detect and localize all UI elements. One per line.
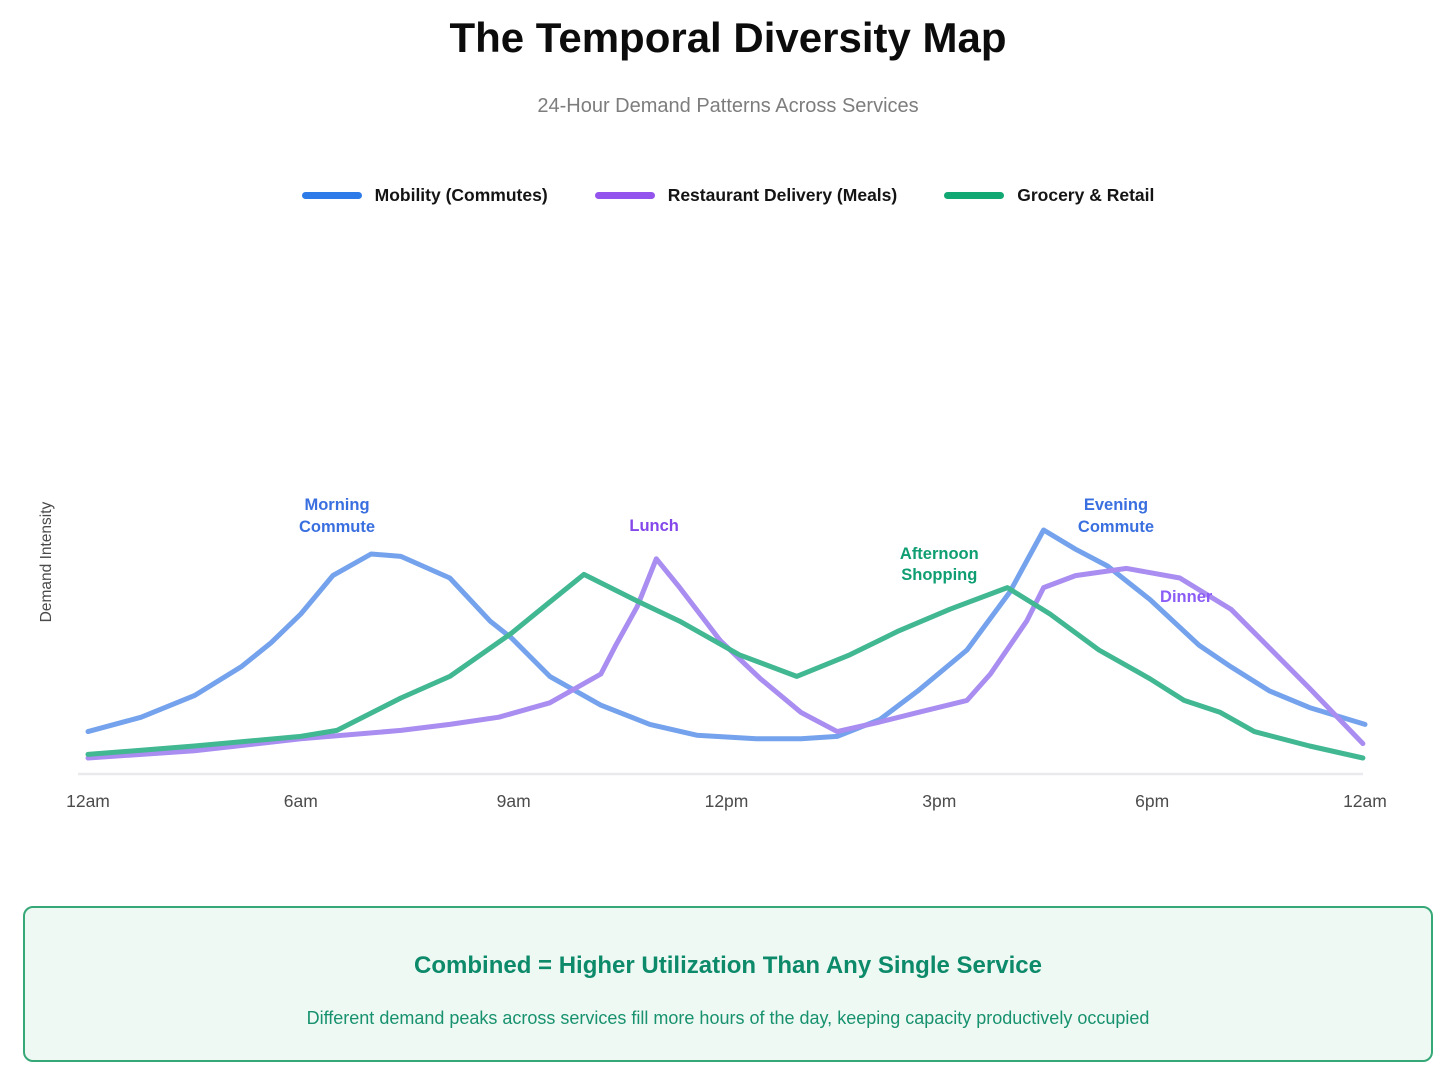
callout-box: Combined = Higher Utilization Than Any S… [23,906,1433,1062]
x-tick-label: 6pm [1135,791,1170,811]
legend-label: Grocery & Retail [1017,185,1155,205]
page-subtitle: 24-Hour Demand Patterns Across Services [537,95,919,117]
callout-title: Combined = Higher Utilization Than Any S… [414,952,1042,979]
legend-swatch-grocery-icon [944,192,1005,199]
x-tick-label: 12am [66,791,110,811]
legend-label: Restaurant Delivery (Meals) [667,185,898,205]
callout-subtitle: Different demand peaks across services f… [306,1008,1150,1028]
chart-legend: Mobility (Commutes) Restaurant Delivery … [0,185,1456,206]
y-axis-label: Demand Intensity [38,501,55,623]
x-tick-label: 3pm [922,791,957,811]
x-tick-label: 12pm [704,791,749,811]
legend-swatch-restaurant-icon [594,192,655,199]
legend-item-mobility[interactable]: Mobility (Commutes) [301,185,548,206]
x-tick-label: 6am [283,791,318,811]
x-tick-label: 9am [496,791,531,811]
x-tick-label: 12am [1343,791,1387,811]
series-line-mobility-commutes [85,527,1368,742]
legend-swatch-mobility-icon [301,192,362,199]
legend-item-restaurant[interactable]: Restaurant Delivery (Meals) [594,185,898,206]
chart-annotation: Lunch [629,516,679,535]
chart-annotation: Dinner [1160,588,1213,607]
chart-annotation: Evening Commute [1077,496,1155,537]
chart-annotation: Afternoon Shopping [899,544,979,585]
legend-label: Mobility (Commutes) [374,185,548,205]
chart-annotation: Morning Commute [298,496,376,537]
page-title: The Temporal Diversity Map [449,14,1007,61]
legend-item-grocery[interactable]: Grocery & Retail [944,185,1154,206]
